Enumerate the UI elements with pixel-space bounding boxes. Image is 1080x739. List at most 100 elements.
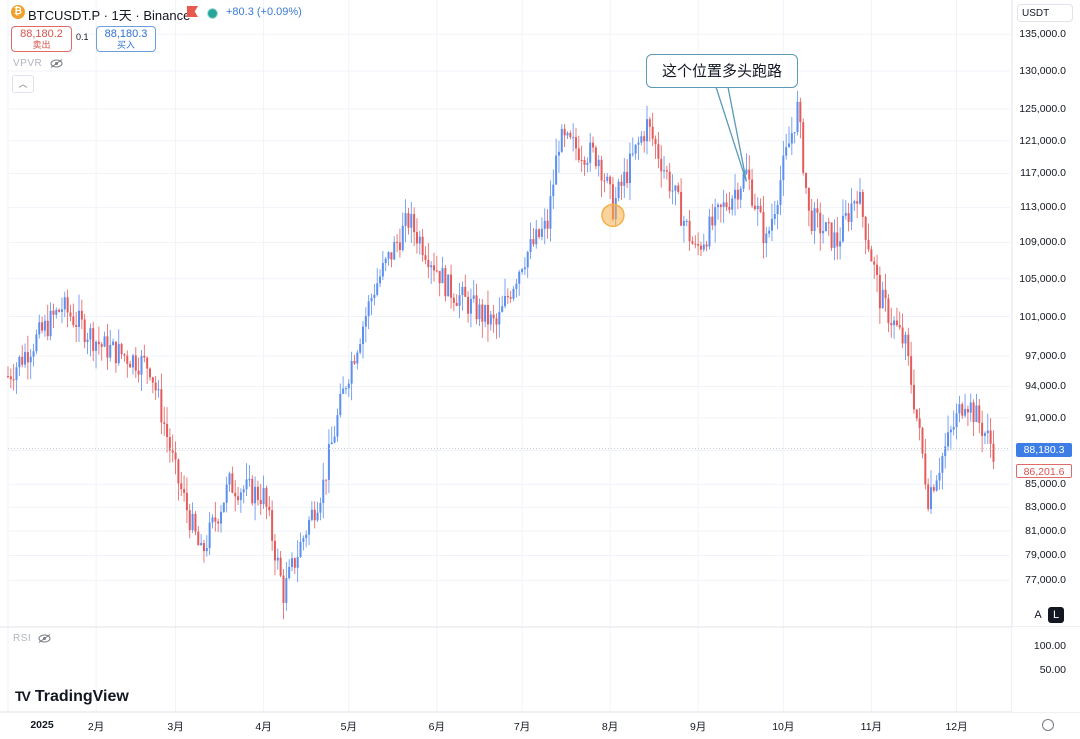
candle-body bbox=[941, 456, 944, 473]
candle-body bbox=[239, 492, 242, 501]
settings-icon[interactable] bbox=[1042, 719, 1054, 731]
currency-selector[interactable]: USDT bbox=[1017, 4, 1073, 22]
candle-body bbox=[532, 239, 535, 245]
candle-body bbox=[359, 344, 362, 353]
candle-body bbox=[319, 502, 322, 513]
candle-body bbox=[972, 402, 975, 423]
candle-body bbox=[856, 201, 859, 204]
auto-scale-button[interactable]: A bbox=[1034, 609, 1042, 621]
candle-body bbox=[702, 244, 705, 250]
candle-body bbox=[853, 201, 856, 204]
candle-body bbox=[572, 137, 575, 139]
time-axis-label: 11月 bbox=[860, 721, 883, 733]
candle-body bbox=[504, 295, 506, 307]
flag-icon[interactable] bbox=[187, 6, 198, 17]
candle-body bbox=[342, 388, 345, 394]
annotation-callout[interactable]: 这个位置多头跑路 bbox=[646, 54, 798, 88]
candle-body bbox=[597, 159, 600, 167]
candle-body bbox=[540, 228, 543, 237]
candle-body bbox=[154, 382, 157, 391]
candle-body bbox=[458, 295, 461, 306]
candle-body bbox=[256, 486, 259, 500]
candle-body bbox=[390, 252, 393, 260]
eye-hidden-icon[interactable] bbox=[50, 58, 63, 68]
sell-button[interactable]: 88,180.2 卖出 bbox=[11, 26, 72, 52]
candle-body bbox=[663, 170, 666, 172]
candle-body bbox=[109, 344, 112, 358]
buy-button[interactable]: 88,180.3 买入 bbox=[96, 26, 156, 52]
price-axis-label: 105,000.0 bbox=[1019, 272, 1066, 285]
candle-body bbox=[788, 143, 790, 148]
candle-body bbox=[947, 432, 950, 447]
candle-body bbox=[927, 484, 930, 509]
candle-body bbox=[646, 119, 648, 142]
candle-body bbox=[515, 283, 518, 289]
candle-body bbox=[699, 245, 702, 250]
candle-body bbox=[174, 452, 177, 460]
candle-body bbox=[313, 509, 316, 521]
bitcoin-icon: ₿ bbox=[11, 5, 25, 19]
candle-body bbox=[705, 244, 708, 247]
candle-body bbox=[989, 430, 992, 444]
rsi-indicator[interactable]: RSI bbox=[13, 633, 51, 644]
candle-body bbox=[418, 236, 421, 244]
candle-body bbox=[932, 487, 935, 491]
collapse-indicators-button[interactable]: ︿ bbox=[12, 75, 34, 93]
candle-body bbox=[166, 423, 169, 438]
candle-body bbox=[330, 442, 333, 445]
candle-body bbox=[611, 184, 614, 220]
eye-hidden-icon[interactable] bbox=[38, 633, 51, 643]
candle-body bbox=[302, 538, 305, 542]
candle-body bbox=[38, 322, 41, 335]
candle-body bbox=[157, 389, 160, 391]
candle-body bbox=[106, 336, 109, 358]
candle-body bbox=[396, 241, 399, 243]
vpvr-indicator[interactable]: VPVR bbox=[13, 58, 63, 69]
candle-body bbox=[367, 301, 370, 317]
candle-body bbox=[49, 310, 52, 337]
candle-body bbox=[964, 409, 967, 416]
candle-body bbox=[506, 295, 509, 298]
candle-body bbox=[18, 356, 21, 368]
candle-body bbox=[529, 239, 532, 253]
candle-body bbox=[981, 422, 984, 436]
candle-body bbox=[617, 181, 620, 199]
candle-body bbox=[734, 189, 737, 199]
candle-body bbox=[986, 430, 989, 434]
candle-body bbox=[410, 214, 413, 228]
candle-body bbox=[634, 144, 637, 154]
candle-body bbox=[163, 422, 166, 424]
candle-body bbox=[202, 543, 205, 552]
candle-body bbox=[461, 286, 464, 296]
candle-body bbox=[594, 147, 597, 167]
candle-body bbox=[92, 328, 95, 351]
candle-body bbox=[759, 205, 762, 212]
candle-body bbox=[586, 162, 589, 165]
candle-body bbox=[603, 180, 606, 182]
candle-body bbox=[484, 304, 487, 322]
candle-body bbox=[185, 492, 188, 511]
candle-body bbox=[674, 185, 677, 191]
symbol-title[interactable]: BTCUSDT.P · 1天 · Binance bbox=[28, 8, 191, 23]
candle-body bbox=[131, 355, 134, 368]
candle-body bbox=[952, 427, 955, 430]
price-axis-label: 125,000.0 bbox=[1019, 103, 1066, 116]
candle-body bbox=[146, 357, 149, 369]
tradingview-logo[interactable]: TV TradingView bbox=[15, 688, 129, 706]
candle-body bbox=[694, 243, 697, 245]
candle-body bbox=[546, 220, 549, 229]
candle-body bbox=[32, 351, 35, 357]
candle-body bbox=[80, 310, 83, 320]
candle-body bbox=[353, 360, 356, 364]
candle-body bbox=[609, 176, 612, 185]
candle-body bbox=[955, 413, 958, 428]
candle-body bbox=[129, 363, 132, 368]
candle-body bbox=[966, 409, 969, 413]
candle-body bbox=[978, 405, 981, 423]
candle-body bbox=[140, 355, 143, 375]
candle-body bbox=[467, 296, 470, 314]
candle-body bbox=[398, 242, 401, 251]
candle-body bbox=[262, 487, 265, 505]
log-scale-button[interactable]: L bbox=[1048, 607, 1064, 623]
